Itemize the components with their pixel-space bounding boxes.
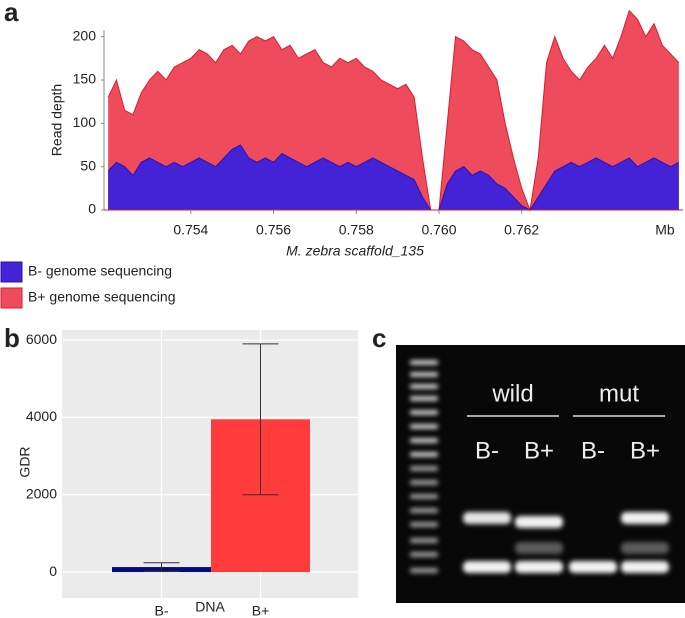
- ladder-band: [410, 438, 438, 443]
- gel-band: [463, 512, 511, 524]
- ladder-band: [410, 360, 438, 365]
- error-bar: [143, 562, 180, 572]
- x-tick-label: 0.756: [256, 222, 291, 238]
- lane-label: B+: [524, 437, 554, 464]
- y-tick-label: 2000: [26, 485, 57, 501]
- plot-background: [62, 330, 358, 598]
- area-line: [107, 9, 680, 212]
- x-tick-label: 0.758: [339, 222, 374, 238]
- error-bar: [242, 343, 279, 496]
- gel-band: [515, 561, 563, 573]
- x-tick-label: B+: [252, 603, 270, 618]
- gel-band: [515, 542, 563, 554]
- y-tick-label: 0: [88, 201, 96, 217]
- ladder-band: [410, 424, 438, 429]
- gel-band: [621, 512, 669, 524]
- ladder-band: [410, 410, 438, 415]
- ladder-band: [410, 480, 438, 485]
- gel-image: [396, 345, 685, 603]
- y-tick-label: 100: [73, 114, 97, 130]
- legend-label: B- genome sequencing: [28, 263, 172, 279]
- group-label: wild: [491, 380, 533, 407]
- panel-label: b: [4, 323, 20, 353]
- x-tick-label: B-: [155, 603, 169, 618]
- y-tick-label: 6000: [26, 331, 57, 347]
- y-axis-label: GDR: [17, 446, 33, 477]
- legend-label: B+ genome sequencing: [28, 289, 176, 305]
- x-tick-label: 0.762: [504, 222, 539, 238]
- y-tick-label: 200: [73, 27, 97, 43]
- x-tick-label: 0.760: [421, 222, 456, 238]
- panel-label: a: [4, 0, 19, 27]
- gel-band: [569, 561, 617, 573]
- ladder-band: [410, 538, 438, 543]
- legend-swatch: [0, 287, 23, 309]
- ladder-band: [410, 568, 438, 573]
- x-unit: Mb: [655, 222, 675, 238]
- y-tick-label: 150: [73, 71, 97, 87]
- ladder-band: [410, 396, 438, 401]
- x-axis-label: M. zebra scaffold_135: [286, 243, 424, 259]
- ladder-band: [410, 372, 438, 377]
- ladder-band: [410, 494, 438, 499]
- x-tick-label: 0.754: [173, 222, 208, 238]
- lane-label: B-: [581, 437, 605, 464]
- gel-band: [621, 561, 669, 573]
- ladder-band: [410, 452, 438, 457]
- ladder-band: [410, 508, 438, 513]
- y-tick-label: 50: [80, 157, 96, 173]
- area-line: [107, 144, 680, 211]
- gel-band: [463, 561, 511, 573]
- ladder-band: [410, 522, 438, 527]
- y-axis-label: Read depth: [49, 84, 65, 156]
- lane-label: B+: [630, 437, 660, 464]
- lane-label: B-: [475, 437, 499, 464]
- x-axis-label: DNA: [195, 599, 225, 615]
- panel-label: c: [372, 323, 386, 353]
- ladder-band: [410, 466, 438, 471]
- legend-swatch: [0, 261, 23, 283]
- group-label: mut: [599, 380, 639, 407]
- area: [108, 145, 679, 210]
- gel-band: [621, 542, 669, 554]
- y-tick-label: 4000: [26, 408, 57, 424]
- ladder-band: [410, 384, 438, 389]
- ladder-band: [410, 552, 438, 557]
- gel-band: [515, 516, 563, 528]
- y-tick-label: 0: [49, 563, 57, 579]
